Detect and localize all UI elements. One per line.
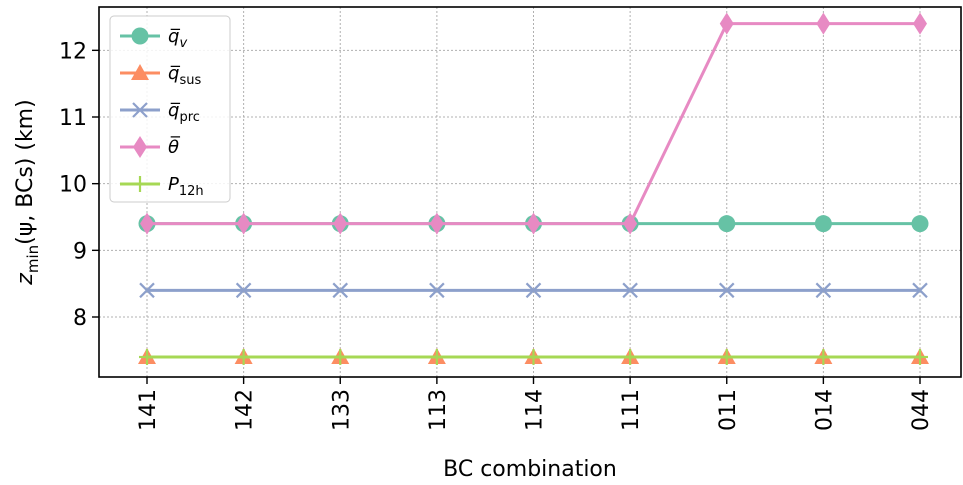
legend-marker	[132, 176, 148, 192]
data-point	[719, 12, 734, 35]
x-tick-label: 111	[619, 389, 644, 431]
legend-label: P12h	[168, 174, 204, 199]
series-prc	[139, 282, 928, 299]
x-marker-stroke	[332, 282, 349, 299]
data-point	[913, 12, 927, 35]
x-marker-stroke	[139, 282, 155, 299]
legend-item: q̅sus	[120, 63, 201, 88]
legend-marker	[133, 136, 147, 158]
legend-label: q̅sus	[168, 63, 201, 88]
legend-label: θ̅	[168, 136, 181, 158]
x-tick-label: 011	[716, 389, 741, 431]
legend-item: q̅v	[120, 26, 187, 51]
plot-frame	[98, 6, 962, 378]
x-marker-stroke	[525, 282, 542, 299]
data-point	[912, 349, 928, 365]
legend-item: θ̅	[120, 136, 181, 158]
data-point	[718, 349, 735, 365]
legend-label-main: q̅	[168, 100, 181, 121]
data-point	[816, 12, 831, 35]
x-tick-label: 113	[426, 389, 451, 431]
data-point	[814, 215, 832, 233]
series-layer	[138, 12, 929, 365]
x-tick-label: 044	[909, 389, 934, 431]
data-point	[525, 349, 542, 365]
data-point	[912, 282, 928, 299]
data-point	[718, 215, 736, 233]
data-point	[333, 212, 348, 235]
x-marker-stroke	[622, 282, 638, 299]
data-point	[525, 282, 542, 299]
grid-lines	[99, 7, 961, 377]
legend-item: q̅prc	[120, 100, 200, 125]
series-theta	[140, 12, 927, 235]
x-tick-label: 141	[136, 389, 161, 431]
data-point	[429, 212, 444, 235]
x-marker-stroke	[235, 282, 252, 299]
data-point	[911, 215, 929, 233]
legend-label-main: θ̅	[168, 136, 181, 158]
data-point	[622, 349, 639, 365]
data-point	[332, 349, 349, 365]
data-point	[139, 282, 155, 299]
legend-item: P12h	[120, 174, 204, 199]
data-point	[815, 282, 832, 299]
y-axis-label-main: z	[13, 273, 38, 286]
series-12h	[139, 349, 928, 365]
data-point	[623, 212, 638, 235]
axes: 141 142 133 113 114 111 011 014 044 8 9 10 11 12	[59, 39, 934, 431]
y-tick-label: 10	[59, 173, 87, 198]
legend-marker	[131, 64, 149, 80]
data-point	[236, 212, 251, 235]
legend-label: q̅v	[168, 26, 187, 51]
data-point	[332, 282, 349, 299]
x-tick-label: 014	[812, 389, 837, 431]
legend-label: q̅prc	[168, 100, 200, 125]
y-tick-label: 11	[59, 106, 87, 131]
y-axis-label: zmin(ψ, BCs) (km)	[13, 99, 42, 285]
x-marker-stroke	[429, 282, 445, 299]
data-point	[235, 282, 252, 299]
legend-label-sub: prc	[179, 110, 199, 125]
legend-label-sub: 12h	[179, 184, 204, 199]
x-marker-stroke	[815, 282, 832, 299]
data-point	[526, 212, 541, 235]
legend-label-sub: v	[179, 36, 187, 51]
data-point	[235, 349, 252, 365]
legend-label-main: q̅	[168, 26, 181, 47]
data-point	[622, 282, 638, 299]
y-axis-label-sub: min	[24, 245, 42, 273]
y-tick-label: 9	[73, 239, 87, 264]
data-point	[429, 282, 445, 299]
data-point	[718, 282, 735, 299]
y-axis-label-rest: (ψ, BCs) (km)	[13, 99, 38, 245]
data-point	[428, 349, 445, 365]
y-tick-label: 12	[59, 39, 87, 64]
x-tick-label: 142	[233, 389, 258, 431]
legend-label-main: q̅	[168, 63, 181, 84]
y-tick-label: 8	[73, 306, 87, 331]
legend-marker	[131, 27, 149, 45]
data-point	[140, 212, 154, 235]
x-tick-label: 114	[523, 389, 548, 431]
legend-label-sub: sus	[179, 73, 201, 88]
x-marker-stroke	[132, 102, 148, 118]
x-marker-stroke	[912, 282, 928, 299]
legend-marker	[132, 102, 148, 118]
data-point	[815, 349, 832, 365]
x-axis-label: BC combination	[443, 457, 617, 482]
data-point	[139, 349, 155, 365]
x-tick-label: 133	[329, 389, 354, 431]
x-marker-stroke	[718, 282, 735, 299]
legend-label-main: P	[168, 174, 179, 195]
